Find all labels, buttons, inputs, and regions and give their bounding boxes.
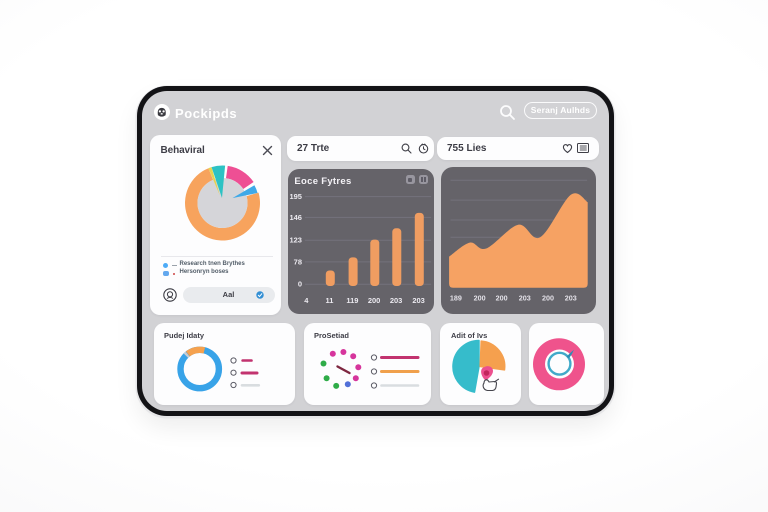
- svg-text:203: 203: [565, 293, 577, 302]
- svg-text:78: 78: [294, 257, 302, 266]
- svg-text:200: 200: [368, 296, 381, 305]
- svg-text:123: 123: [290, 236, 303, 245]
- svg-text:195: 195: [290, 192, 303, 201]
- svg-text:0: 0: [298, 280, 302, 289]
- svg-text:146: 146: [290, 213, 303, 222]
- svg-text:200: 200: [496, 293, 508, 302]
- svg-text:11: 11: [326, 296, 334, 305]
- svg-text:4: 4: [305, 296, 310, 305]
- svg-text:200: 200: [474, 293, 486, 302]
- svg-text:203: 203: [519, 293, 531, 302]
- svg-text:203: 203: [413, 296, 426, 305]
- svg-text:189: 189: [450, 293, 462, 302]
- svg-text:200: 200: [542, 293, 554, 302]
- svg-text:119: 119: [347, 296, 359, 305]
- svg-text:203: 203: [390, 296, 403, 305]
